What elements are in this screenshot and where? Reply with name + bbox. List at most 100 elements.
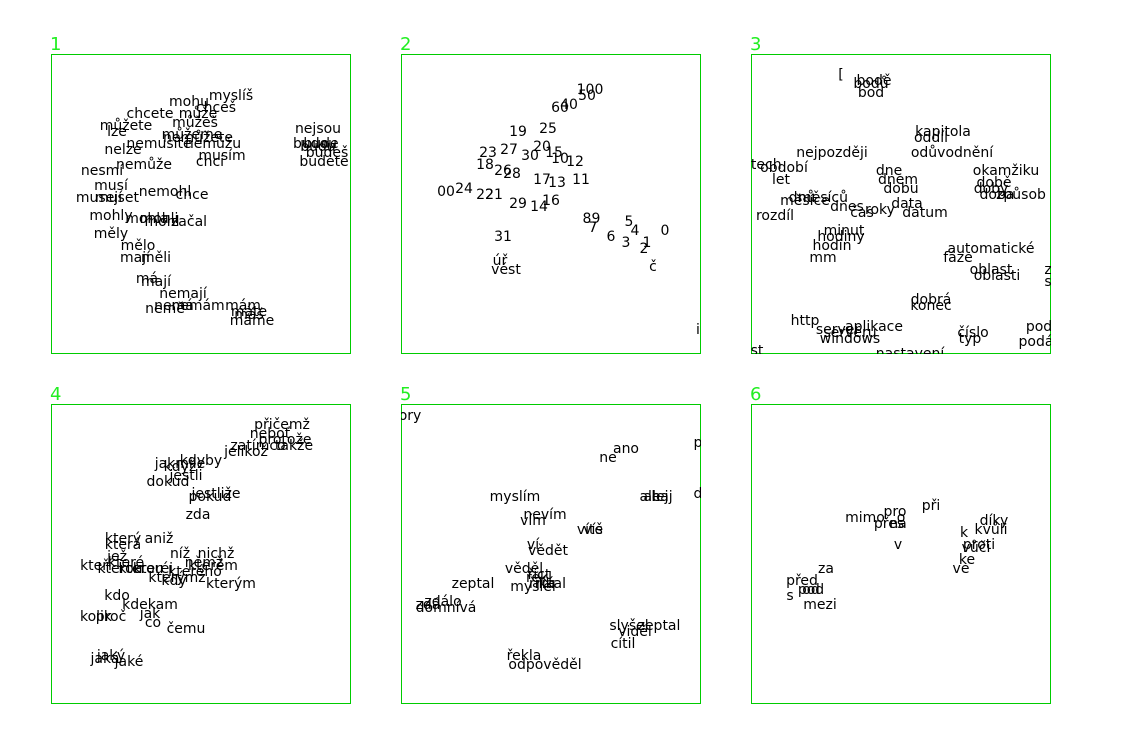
- word-label: nastavení: [876, 346, 946, 362]
- word-label: který: [105, 531, 141, 547]
- word-label: konec: [910, 298, 951, 314]
- word-label: v: [894, 537, 902, 553]
- panel-number: 4: [50, 384, 61, 405]
- word-label: okamžiku: [973, 163, 1039, 179]
- word-label: 27: [500, 142, 518, 158]
- word-label: 17: [533, 172, 551, 188]
- word-label: čas: [850, 205, 874, 221]
- panel-4: 4přičemžneboťprotožezatímcotakžejelikožk…: [50, 384, 351, 704]
- word-label: kolik: [80, 609, 113, 625]
- word-label: kterýmž: [148, 570, 205, 586]
- word-label: němž: [185, 555, 223, 571]
- word-label: na: [889, 516, 906, 532]
- word-label: bude: [303, 136, 338, 152]
- word-label: zatímco: [230, 438, 285, 454]
- word-label: 30: [521, 148, 539, 164]
- word-label: mají: [141, 274, 172, 290]
- word-label: let: [772, 172, 791, 188]
- word-label: mají: [120, 250, 151, 266]
- word-label: kdy: [161, 573, 186, 589]
- word-label: dnem: [878, 172, 918, 188]
- word-label: slyšel: [609, 618, 648, 634]
- word-label: viděl: [618, 624, 652, 640]
- word-label: kterou: [118, 561, 163, 577]
- panel-frame: [751, 54, 1051, 354]
- word-label: roky: [865, 202, 895, 218]
- word-label: nemě: [145, 301, 185, 317]
- word-label: 2: [640, 241, 649, 257]
- word-label: pod: [798, 582, 824, 598]
- word-label: pro: [884, 504, 907, 520]
- word-label: dobrá: [911, 292, 952, 308]
- word-label: 19: [509, 124, 527, 140]
- word-label: nemůžete: [163, 130, 233, 146]
- word-label: [: [838, 67, 843, 83]
- word-label: době: [977, 175, 1012, 191]
- word-label: když: [164, 459, 197, 475]
- word-label: jež: [106, 549, 127, 565]
- word-label: řekl: [526, 570, 552, 586]
- word-label: mohla: [125, 211, 169, 227]
- word-label: kapitola: [915, 124, 971, 140]
- word-label: říct: [528, 567, 551, 583]
- word-label: mm: [809, 250, 836, 266]
- word-label: jaká: [90, 651, 120, 667]
- word-label: chcete: [127, 106, 174, 122]
- word-label: rozdíl: [756, 208, 794, 224]
- word-label: s: [1044, 274, 1051, 290]
- word-label: windows: [820, 331, 880, 347]
- word-label: ví: [527, 537, 540, 553]
- word-label: ory: [399, 408, 422, 424]
- word-label: chci: [196, 154, 224, 170]
- word-label: zeptal: [452, 576, 495, 592]
- panel-number: 3: [750, 34, 761, 55]
- word-label: čemu: [167, 621, 206, 637]
- word-label: máme: [230, 313, 274, 329]
- word-label: máš: [234, 307, 264, 323]
- panel-number: 5: [400, 384, 411, 405]
- word-label: myslel: [510, 579, 556, 595]
- word-label: 3: [622, 235, 631, 251]
- word-label: zdálo: [424, 594, 461, 610]
- word-label: pod: [1026, 319, 1052, 335]
- word-label: 7: [589, 220, 598, 236]
- word-label: jestliže: [190, 486, 240, 502]
- word-label: nevím: [523, 507, 566, 523]
- word-label: 10: [551, 151, 569, 167]
- word-label: říkal: [536, 576, 566, 592]
- word-label: kteří: [80, 558, 113, 574]
- word-label: 5: [625, 214, 634, 230]
- word-label: 100: [577, 82, 604, 98]
- panel-frame: [401, 54, 701, 354]
- word-label: 23: [479, 145, 497, 161]
- word-label: i: [696, 322, 700, 338]
- panel-number: 2: [400, 34, 411, 55]
- word-label: které: [108, 555, 144, 571]
- word-label: chceš: [196, 100, 236, 116]
- word-label: vím: [520, 513, 546, 529]
- word-label: budu: [300, 139, 336, 155]
- word-label: mělo: [121, 238, 156, 254]
- word-label: přes: [874, 516, 904, 532]
- word-label: nemám: [171, 298, 224, 314]
- word-label: 18: [476, 157, 494, 173]
- word-label: jak: [139, 606, 161, 622]
- word-label: musejí: [76, 190, 123, 206]
- word-label: o: [897, 510, 906, 526]
- word-label: d: [694, 486, 703, 502]
- word-label: mimo: [845, 510, 885, 526]
- word-label: období: [760, 160, 809, 176]
- word-label: domnívá: [416, 600, 477, 616]
- word-label: vůči: [962, 540, 991, 556]
- word-label: 4: [631, 223, 640, 239]
- word-label: haj: [651, 489, 672, 505]
- word-label: musím: [198, 148, 245, 164]
- word-label: 24: [455, 181, 473, 197]
- word-label: kterém: [188, 558, 238, 574]
- word-label: ale: [639, 489, 660, 505]
